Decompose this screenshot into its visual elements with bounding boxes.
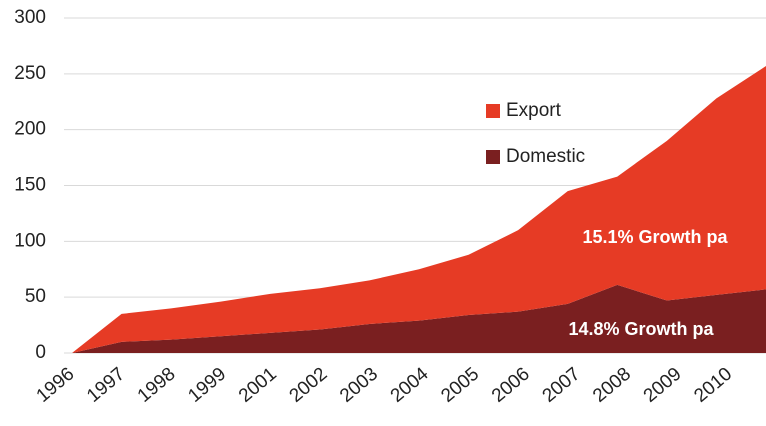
y-tick-label: 100: [14, 230, 46, 251]
x-tick-label: 2007: [539, 364, 585, 407]
x-tick-label: 2002: [286, 364, 332, 407]
x-tick-label: 1999: [184, 364, 230, 407]
x-tick-label: 2004: [387, 363, 433, 407]
x-tick-label: 2003: [336, 364, 382, 407]
annotation: 15.1% Growth pa: [582, 227, 728, 247]
y-tick-label: 150: [14, 175, 46, 196]
legend-swatch: [486, 150, 500, 164]
y-tick-label: 50: [25, 286, 46, 307]
x-tick-label: 2009: [640, 364, 686, 407]
area: [72, 66, 766, 354]
x-tick-label: 1996: [33, 364, 79, 407]
x-tick-label: 2008: [589, 364, 635, 407]
x-tick-label: 1998: [134, 364, 180, 407]
area: [72, 284, 766, 353]
legend-swatch: [486, 104, 500, 118]
y-tick-label: 0: [35, 342, 46, 363]
x-tick-label: 1997: [83, 364, 129, 407]
legend-label: Domestic: [506, 146, 585, 167]
legend-label: Export: [506, 100, 562, 121]
x-tick-label: 2006: [488, 364, 534, 407]
y-tick-label: 200: [14, 119, 46, 140]
y-tick-label: 300: [14, 7, 46, 28]
annotation: 14.8% Growth pa: [568, 319, 714, 339]
x-tick-label: 2010: [690, 364, 736, 407]
x-tick-label: 2005: [437, 364, 483, 407]
y-tick-label: 250: [14, 63, 46, 84]
x-tick-label: 2001: [235, 364, 281, 407]
